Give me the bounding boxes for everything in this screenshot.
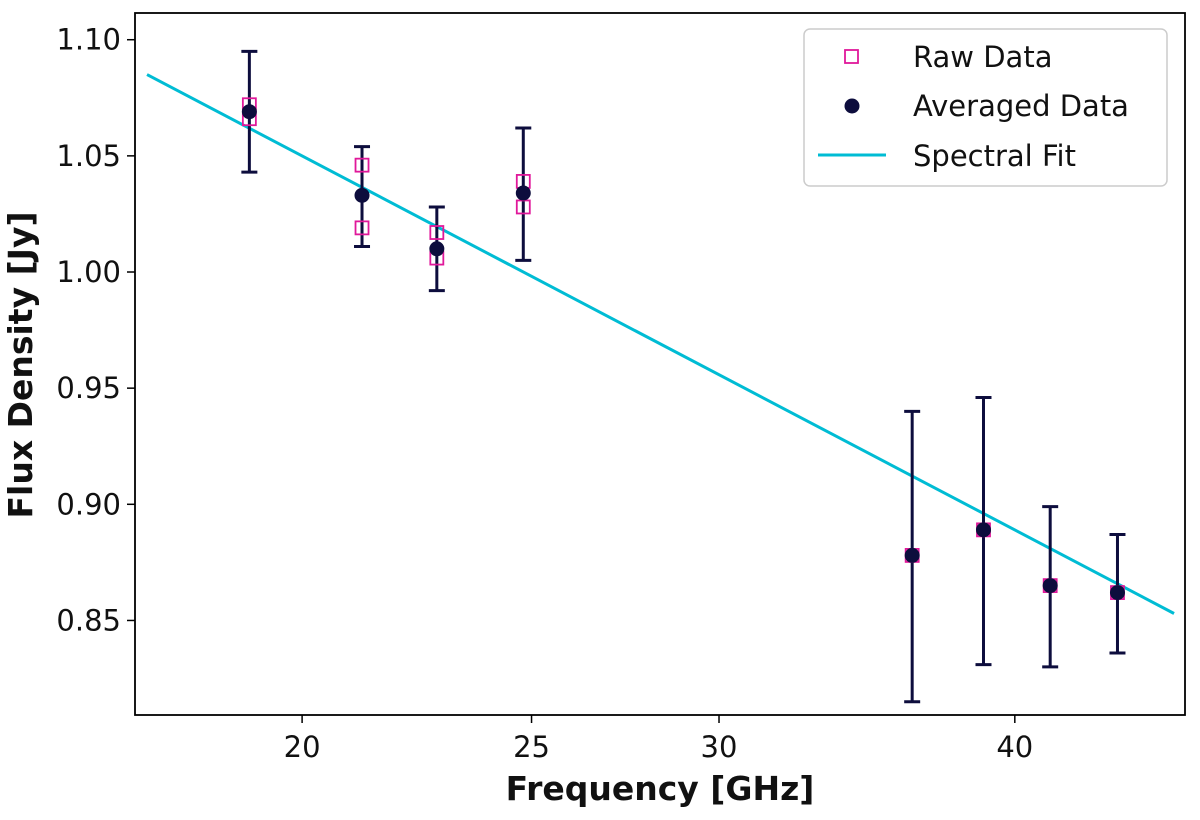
legend-fit-label: Spectral Fit bbox=[913, 139, 1076, 173]
y-tick-label-1.05: 1.05 bbox=[56, 139, 121, 173]
raw-data-point-2 bbox=[354, 157, 370, 173]
y-axis-label: Flux Density [Jy] bbox=[1, 211, 40, 518]
averaged-data-point-6 bbox=[1042, 578, 1058, 594]
averaged-data-point-3 bbox=[515, 185, 531, 201]
y-tick-label-1.10: 1.10 bbox=[56, 23, 121, 57]
raw-data-point-3 bbox=[354, 220, 370, 236]
averaged-data-point-1 bbox=[354, 187, 370, 203]
x-tick-label-25: 25 bbox=[513, 730, 550, 764]
averaged-data-point-2 bbox=[429, 241, 445, 257]
legend-raw-label: Raw Data bbox=[913, 40, 1052, 74]
x-axis-label: Frequency [GHz] bbox=[506, 769, 815, 808]
legend-averaged-label: Averaged Data bbox=[913, 89, 1129, 123]
averaged-data-point-5 bbox=[975, 522, 991, 538]
averaged-data-layer bbox=[241, 104, 1125, 601]
legend: Raw Data Averaged Data Spectral Fit bbox=[803, 28, 1168, 187]
x-tick-label-20: 20 bbox=[284, 730, 321, 764]
x-tick-label-40: 40 bbox=[996, 730, 1033, 764]
spectral-fit-line bbox=[146, 73, 1175, 615]
spectral-fit-layer bbox=[146, 73, 1175, 615]
raw-data-point-4 bbox=[429, 225, 445, 240]
legend-box bbox=[803, 28, 1168, 187]
averaged-data-point-4 bbox=[904, 547, 920, 563]
averaged-data-point-0 bbox=[241, 104, 257, 120]
legend-raw-marker bbox=[844, 49, 859, 64]
plot-frame bbox=[134, 12, 1186, 716]
y-tick-label-0.95: 0.95 bbox=[56, 371, 121, 405]
averaged-data-point-7 bbox=[1109, 585, 1125, 601]
y-tick-label-1.00: 1.00 bbox=[56, 255, 121, 289]
x-tick-label-30: 30 bbox=[701, 730, 738, 764]
y-tick-label-0.85: 0.85 bbox=[56, 603, 121, 637]
axes-layer: 20 25 30 40 0.85 0.90 0.95 1.00 1.05 1.10 bbox=[56, 12, 1186, 764]
y-tick-label-0.90: 0.90 bbox=[56, 487, 121, 521]
legend-averaged-marker bbox=[844, 98, 860, 114]
